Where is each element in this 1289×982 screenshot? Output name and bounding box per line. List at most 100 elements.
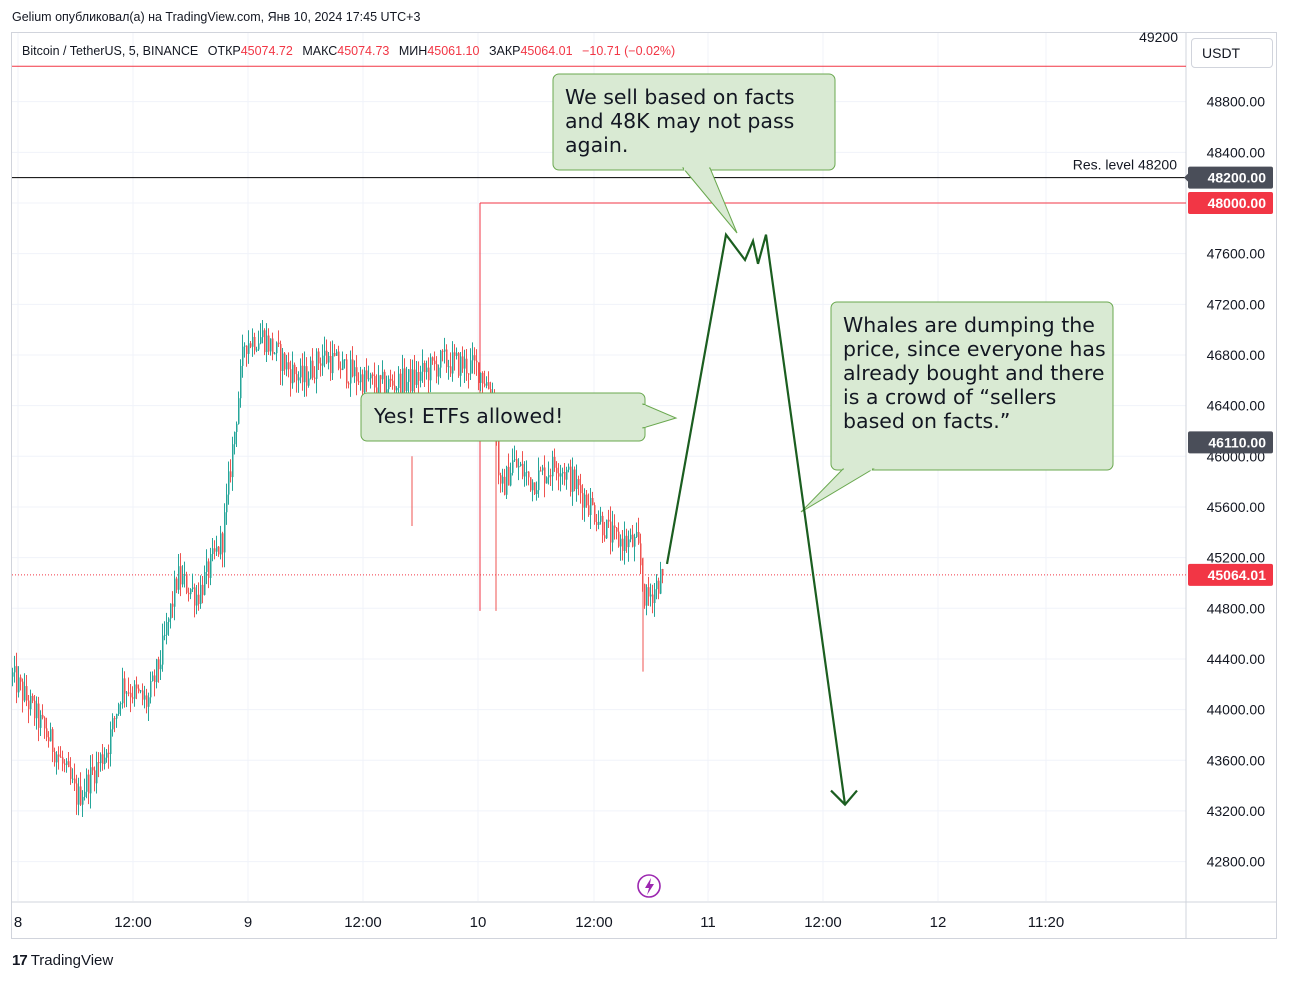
- candle-body: [444, 349, 446, 352]
- candle-body: [370, 374, 372, 379]
- candle-body: [460, 356, 462, 376]
- x-tick-label: 9: [244, 914, 252, 931]
- candle-body: [14, 666, 16, 673]
- candle-body: [406, 381, 408, 391]
- candle-body: [632, 534, 634, 547]
- candle-body: [560, 473, 562, 477]
- candle-body: [646, 587, 648, 606]
- candle-body: [340, 368, 342, 370]
- candle-body: [196, 594, 198, 606]
- candle-body: [526, 471, 528, 473]
- facts-callout: [552, 73, 836, 234]
- candle-body: [400, 373, 402, 397]
- candle-body: [110, 729, 112, 754]
- candle-body: [50, 729, 52, 742]
- candle-body: [118, 704, 120, 714]
- candle-body: [178, 566, 180, 590]
- candle-body: [510, 472, 512, 486]
- tradingview-logo-icon: 17: [12, 952, 28, 969]
- candle-body: [280, 344, 282, 371]
- candle-body: [172, 603, 174, 607]
- candle-body: [266, 335, 268, 353]
- candle-body: [38, 703, 40, 728]
- candle-body: [124, 678, 126, 694]
- candle-body: [486, 382, 488, 386]
- whales-callout: [800, 301, 1114, 513]
- candle-body: [428, 367, 430, 381]
- candle-body: [622, 538, 624, 552]
- candle-body: [300, 365, 302, 378]
- candle-body: [206, 561, 208, 572]
- candle-body: [34, 700, 36, 719]
- candle-body: [578, 479, 580, 486]
- facts-callout-text-wrap: We sell based on facts and 48K may not p…: [565, 85, 795, 157]
- candle-body: [634, 536, 636, 547]
- candle-body: [168, 618, 170, 622]
- candle-body: [484, 383, 486, 386]
- candle-body: [414, 369, 416, 385]
- candle-body: [158, 659, 160, 670]
- candle-body: [376, 387, 378, 394]
- candle-body: [66, 761, 68, 765]
- candle-body: [200, 584, 202, 605]
- price-badge: 46110.00: [1188, 431, 1273, 454]
- tradingview-logo[interactable]: 17 TradingView: [12, 952, 113, 969]
- candle-body: [442, 350, 444, 352]
- candle-body: [454, 352, 456, 356]
- candle-body: [230, 471, 232, 478]
- candles-group: [12, 319, 664, 817]
- candle-body: [598, 521, 600, 525]
- candle-body: [372, 374, 374, 377]
- candle-body: [608, 519, 610, 522]
- candle-body: [440, 350, 442, 368]
- candle-body: [346, 359, 348, 384]
- candle-body: [470, 360, 472, 374]
- candle-body: [564, 471, 566, 480]
- candle-body: [268, 335, 270, 352]
- candle-body: [304, 366, 306, 383]
- candle-body: [260, 337, 262, 344]
- candle-body: [278, 342, 280, 345]
- candle-body: [474, 355, 476, 361]
- candle-body: [658, 580, 660, 594]
- candle-body: [144, 695, 146, 700]
- candle-body: [468, 373, 470, 375]
- x-tick-label: 12:00: [804, 914, 842, 931]
- candle-body: [256, 349, 258, 351]
- candle-body: [312, 360, 314, 378]
- candle-body: [548, 475, 550, 478]
- candle-body: [292, 364, 294, 384]
- candle-body: [246, 345, 248, 354]
- candle-body: [216, 546, 218, 552]
- candle-body: [106, 752, 108, 758]
- x-tick-label: 12:00: [114, 914, 152, 931]
- candle-body: [316, 351, 318, 379]
- candle-body: [164, 634, 166, 636]
- candle-body: [462, 356, 464, 369]
- candle-body: [488, 382, 490, 390]
- candle-body: [52, 729, 54, 752]
- candle-body: [426, 367, 428, 373]
- price-badge-bg: [1188, 192, 1273, 214]
- legend-close-label: ЗАКР: [488, 44, 521, 58]
- currency-unit-button[interactable]: USDT: [1191, 38, 1273, 68]
- candle-body: [618, 531, 620, 547]
- candle-body: [638, 531, 640, 544]
- candle-body: [320, 363, 322, 366]
- candle-body: [392, 380, 394, 386]
- candle-body: [602, 515, 604, 536]
- candle-body: [422, 363, 424, 372]
- candle-body: [194, 587, 196, 606]
- candle-body: [76, 783, 78, 805]
- lightning-icon[interactable]: [637, 874, 661, 898]
- candle-body: [352, 359, 354, 377]
- candle-body: [310, 360, 312, 379]
- candle-body: [592, 497, 594, 506]
- candle-body: [244, 345, 246, 347]
- candle-body: [48, 737, 50, 742]
- y-tick-label: 45600.00: [1207, 499, 1266, 515]
- candle-body: [142, 690, 144, 700]
- candle-body: [100, 754, 102, 764]
- candle-body: [386, 389, 388, 395]
